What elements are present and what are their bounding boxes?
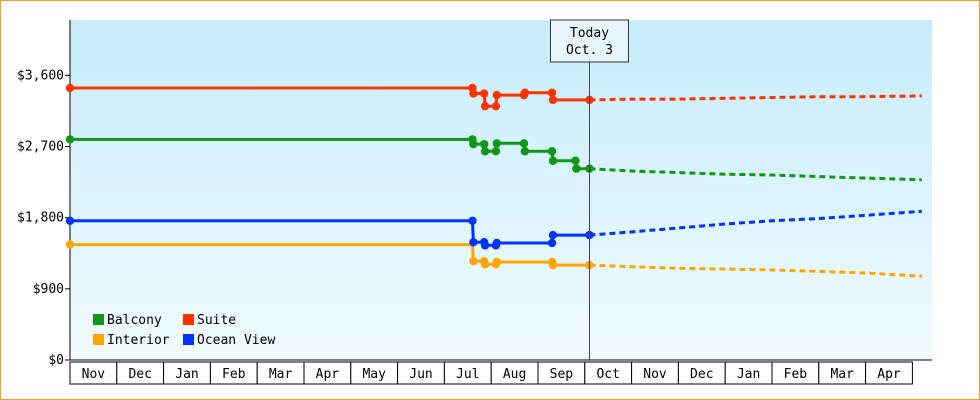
legend-swatch <box>183 334 194 345</box>
legend-swatch <box>183 314 194 325</box>
x-tick-label: Apr <box>316 367 340 382</box>
data-point <box>479 139 489 149</box>
data-point <box>519 139 529 148</box>
data-point <box>65 216 75 226</box>
data-point <box>492 139 502 148</box>
data-point <box>480 241 490 250</box>
data-point <box>520 88 530 97</box>
today-date: Oct. 3 <box>566 43 613 58</box>
data-point <box>492 238 502 248</box>
x-tick-label: Oct <box>596 367 619 382</box>
data-point <box>547 147 557 156</box>
legend-label: Suite <box>197 313 236 328</box>
data-point <box>492 90 502 100</box>
data-point <box>548 230 558 240</box>
legend-label: Ocean View <box>197 333 275 348</box>
data-point <box>491 147 501 156</box>
x-tick-label: Dec <box>128 367 151 382</box>
x-tick-label: Feb <box>222 367 246 382</box>
data-point <box>480 101 490 111</box>
data-point <box>65 240 75 249</box>
today-label: Today <box>570 26 609 41</box>
x-tick-label: Nov <box>82 367 106 382</box>
data-point <box>469 237 478 247</box>
series-forecast-line <box>589 209 922 237</box>
data-point <box>479 89 489 98</box>
y-tick-label: $2,700 <box>17 140 64 155</box>
legend-label: Interior <box>107 333 170 348</box>
x-tick-label: Jul <box>456 367 479 382</box>
data-point <box>491 101 501 111</box>
data-point <box>468 216 477 226</box>
x-tick-label: Sep <box>550 367 574 382</box>
legend-swatch <box>93 334 104 345</box>
data-point <box>469 256 478 266</box>
month-cell <box>865 361 913 385</box>
plot-area <box>70 20 932 360</box>
x-tick-label: May <box>362 367 386 382</box>
data-point <box>548 260 558 270</box>
y-tick-label: $900 <box>33 282 64 297</box>
data-point <box>547 238 557 248</box>
data-point <box>480 260 490 269</box>
x-tick-label: Jun <box>409 367 432 382</box>
x-tick-label: Jan <box>737 367 760 382</box>
data-point <box>65 83 75 93</box>
x-tick-label: Jan <box>175 367 198 382</box>
data-point <box>548 156 558 165</box>
legend-swatch <box>93 314 104 325</box>
legend-label: Balcony <box>107 313 162 328</box>
data-point <box>480 147 490 156</box>
data-point <box>469 139 478 149</box>
y-tick-label: $0 <box>48 353 64 368</box>
x-tick-label: Apr <box>877 367 901 382</box>
x-tick-label: Feb <box>784 367 808 382</box>
data-point <box>65 135 75 144</box>
today-box <box>549 19 629 63</box>
x-tick-label: Dec <box>690 367 713 382</box>
data-point <box>548 95 558 105</box>
data-point <box>492 257 502 267</box>
data-point <box>572 164 581 173</box>
x-tick-label: Nov <box>643 367 667 382</box>
data-point <box>547 88 557 97</box>
y-tick-label: $1,800 <box>17 211 64 226</box>
x-tick-label: Mar <box>269 367 293 382</box>
data-point <box>469 89 478 98</box>
x-tick-label: Aug <box>503 367 526 382</box>
data-point <box>571 156 580 165</box>
y-tick-label: $3,600 <box>17 68 64 83</box>
x-tick-label: Mar <box>830 367 854 382</box>
data-point <box>520 147 530 156</box>
